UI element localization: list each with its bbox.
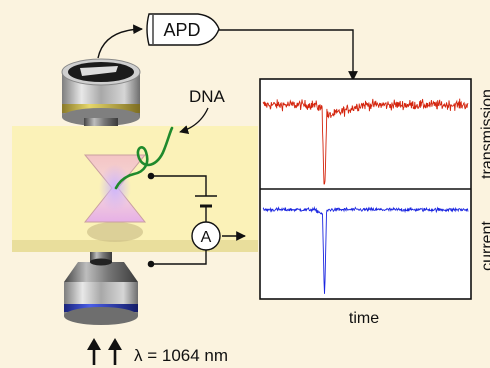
x-axis-label: time bbox=[349, 310, 379, 327]
dna-strand bbox=[114, 126, 174, 190]
circuit bbox=[147, 172, 246, 268]
top-objective bbox=[61, 58, 141, 126]
dna-label: DNA bbox=[189, 87, 226, 106]
apd-detector: APD bbox=[146, 13, 220, 46]
current-axis-label: current bbox=[479, 221, 490, 271]
bottom-objective bbox=[64, 252, 138, 325]
ammeter: A bbox=[191, 221, 221, 251]
arrow-dna-label bbox=[179, 107, 209, 135]
apd-label: APD bbox=[163, 20, 200, 40]
ammeter-label: A bbox=[201, 229, 212, 246]
current-trace bbox=[262, 205, 469, 294]
top-objective-nose bbox=[84, 118, 118, 126]
transmission-axis-label: transmission bbox=[479, 89, 490, 179]
arrow-objective-to-apd bbox=[97, 24, 143, 59]
arrow-apd-to-trace bbox=[219, 29, 358, 81]
wavelength-label: λ = 1064 nm bbox=[134, 346, 228, 365]
trace-panel bbox=[259, 78, 472, 300]
circled-a-icon bbox=[191, 221, 221, 251]
double-up-arrow-icon bbox=[87, 338, 122, 365]
apd-detector-icon bbox=[146, 13, 220, 46]
transmission-trace bbox=[262, 98, 469, 185]
membrane bbox=[12, 126, 258, 252]
